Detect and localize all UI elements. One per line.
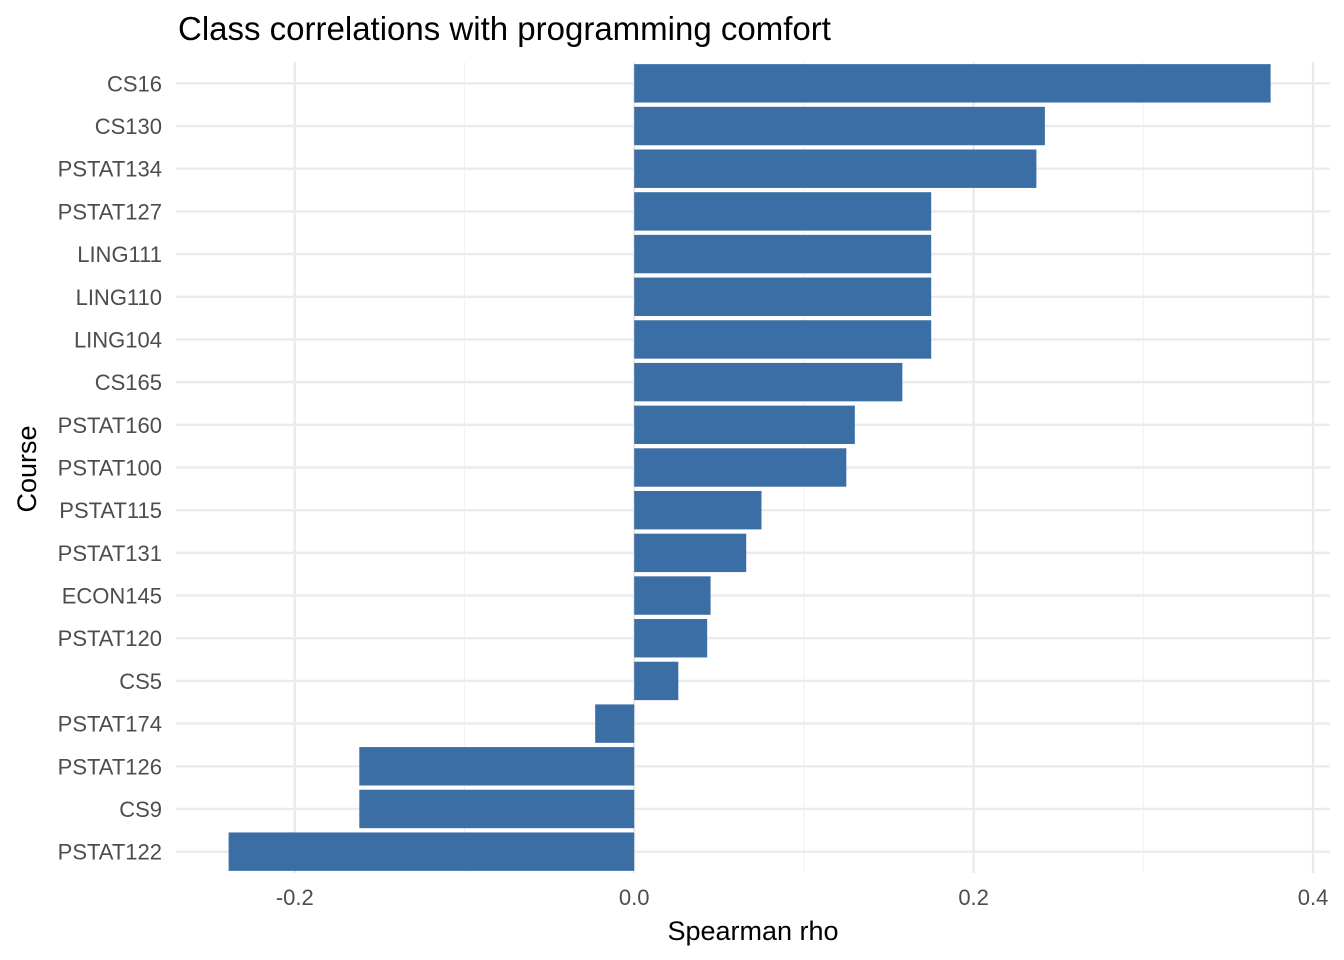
x-tick-label: -0.2	[276, 885, 314, 910]
y-axis-title: Course	[12, 425, 42, 512]
bar-ling104	[634, 320, 932, 359]
bar-pstat126	[359, 747, 635, 786]
bar-pstat160	[634, 405, 855, 445]
y-tick-label: PSTAT131	[58, 541, 162, 566]
bar-cs165	[634, 362, 903, 402]
y-tick-label: PSTAT127	[58, 199, 162, 224]
x-tick-label: 0.0	[619, 885, 650, 910]
chart-title: Class correlations with programming comf…	[178, 10, 831, 47]
y-tick-label: CS165	[95, 370, 162, 395]
y-tick-label: CS130	[95, 114, 162, 139]
x-axis-title: Spearman rho	[667, 916, 838, 946]
bar-pstat127	[634, 192, 932, 231]
bar-pstat100	[634, 448, 847, 487]
y-tick-labels: CS16 CS130 PSTAT134 PSTAT127 LING111 LING110 L…	[58, 71, 162, 864]
y-tick-label: PSTAT115	[59, 498, 162, 523]
bar-ling111	[634, 234, 932, 274]
bar-cs130	[634, 106, 1045, 146]
y-tick-label: PSTAT122	[58, 840, 162, 865]
y-tick-label: PSTAT126	[58, 754, 162, 779]
bar-pstat120	[634, 619, 708, 658]
bars	[228, 64, 1271, 871]
bar-cs5	[634, 661, 679, 701]
bar-pstat174	[595, 704, 635, 743]
y-tick-label: CS5	[119, 669, 162, 694]
y-tick-label: PSTAT134	[58, 157, 162, 182]
y-tick-label: PSTAT100	[58, 456, 162, 481]
bar-cs16	[634, 64, 1271, 103]
y-tick-label: CS16	[107, 71, 162, 96]
bar-ling110	[634, 277, 932, 316]
y-tick-label: LING111	[77, 242, 162, 267]
y-tick-label: PSTAT120	[58, 626, 162, 651]
y-tick-label: PSTAT174	[58, 712, 162, 737]
bar-pstat122	[228, 832, 635, 871]
bar-econ145	[634, 576, 711, 615]
y-tick-label: LING110	[76, 285, 162, 310]
bar-pstat131	[634, 533, 747, 573]
bar-cs9	[359, 789, 635, 829]
y-tick-label: ECON145	[62, 584, 162, 609]
y-tick-label: PSTAT160	[58, 413, 162, 438]
x-tick-label: 0.2	[958, 885, 989, 910]
bar-pstat115	[634, 490, 762, 530]
x-tick-labels: -0.2 0.0 0.2 0.4	[276, 885, 1328, 910]
y-tick-label: CS9	[119, 797, 162, 822]
y-tick-label: LING104	[74, 327, 162, 352]
x-tick-label: 0.4	[1298, 885, 1329, 910]
bar-pstat134	[634, 149, 1037, 188]
